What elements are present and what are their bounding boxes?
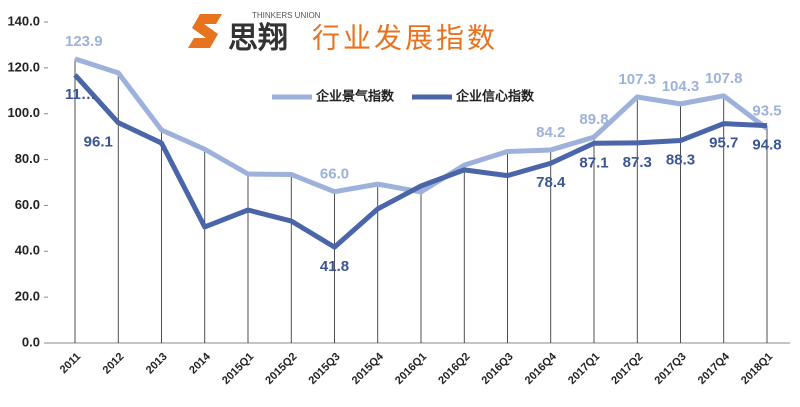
- x-tick-label: 2014: [187, 350, 213, 376]
- logo-icon: [188, 14, 222, 48]
- value-label: 88.3: [666, 152, 695, 169]
- value-label: 123.9: [65, 33, 103, 50]
- x-tick-label: 2015Q4: [350, 350, 387, 387]
- y-tick-label: 0.0: [22, 334, 40, 349]
- y-tick-label: 120.0: [7, 59, 40, 74]
- legend-label: 企业景气指数: [315, 88, 395, 103]
- x-tick-label: 2017Q2: [609, 351, 645, 387]
- x-tick-label: 2016Q2: [436, 351, 472, 387]
- y-tick-label: 40.0: [15, 243, 40, 258]
- x-tick-label: 2017Q3: [653, 351, 689, 387]
- y-tick-label: 140.0: [7, 13, 40, 28]
- value-label: 87.3: [623, 154, 652, 171]
- x-tick-label: 2016Q1: [393, 351, 429, 387]
- value-label: 11…: [65, 86, 96, 103]
- x-tick-label: 2017Q4: [696, 350, 733, 387]
- value-label: 104.3: [662, 78, 700, 95]
- value-label: 41.8: [320, 258, 349, 275]
- series-line: [73, 73, 768, 250]
- x-tick-label: 2012: [101, 351, 127, 377]
- value-label: 78.4: [536, 174, 566, 191]
- y-tick-label: 100.0: [7, 105, 40, 120]
- value-label: 93.5: [752, 103, 781, 120]
- value-label: 96.1: [84, 134, 113, 151]
- value-label: 87.1: [579, 154, 608, 171]
- value-label: 66.0: [320, 166, 349, 183]
- brand-en: THINKERS UNION: [252, 11, 321, 20]
- x-tick-label: 2015Q2: [263, 351, 299, 387]
- x-tick-label: 2015Q1: [220, 351, 256, 387]
- x-tick-label: 2018Q1: [739, 351, 775, 387]
- y-tick-label: 20.0: [15, 289, 40, 304]
- logo: THINKERS UNION 思翔 行业发展指数: [188, 11, 498, 55]
- value-label: 89.8: [579, 111, 608, 128]
- x-tick-label: 2013: [144, 351, 170, 377]
- value-label: 94.8: [752, 137, 781, 154]
- x-tick-label: 2016Q3: [480, 351, 516, 387]
- legend-label: 企业信心指数: [455, 88, 535, 103]
- y-tick-label: 80.0: [15, 151, 40, 166]
- chart-title: 行业发展指数: [312, 22, 498, 53]
- x-tick-label: 2017Q1: [566, 351, 602, 387]
- y-tick-label: 60.0: [15, 197, 40, 212]
- x-tick-label: 2015Q3: [307, 351, 343, 387]
- value-label: 107.8: [705, 70, 743, 87]
- value-label: 107.3: [618, 71, 656, 88]
- value-label: 95.7: [709, 135, 738, 152]
- series-line: [74, 56, 769, 195]
- x-tick-label: 2011: [58, 351, 83, 376]
- value-label: 84.2: [536, 124, 565, 141]
- x-tick-label: 2016Q4: [523, 350, 560, 387]
- brand: 思翔: [228, 22, 288, 55]
